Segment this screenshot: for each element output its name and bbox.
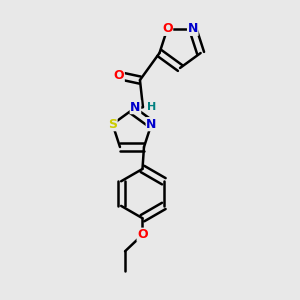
Text: O: O [137, 228, 148, 241]
Text: N: N [130, 100, 141, 114]
Text: N: N [146, 118, 157, 131]
Text: O: O [162, 22, 172, 35]
Text: N: N [188, 22, 198, 35]
Text: H: H [147, 102, 157, 112]
Text: O: O [114, 69, 124, 82]
Text: S: S [108, 118, 117, 131]
